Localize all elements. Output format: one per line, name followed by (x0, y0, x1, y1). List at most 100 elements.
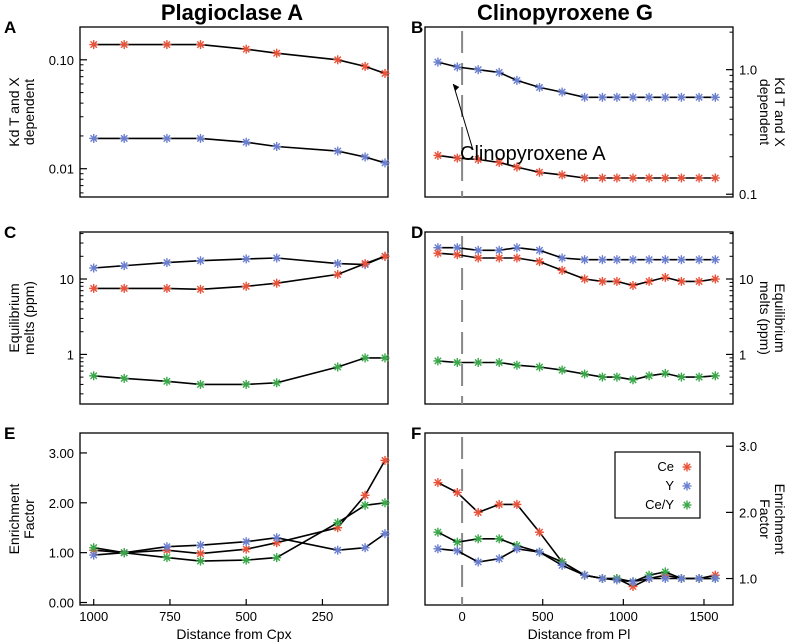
data-point (89, 543, 99, 553)
plot-frame (424, 26, 734, 198)
data-point (710, 371, 720, 381)
data-point (380, 68, 390, 78)
data-point (557, 170, 567, 180)
data-point (473, 245, 483, 255)
series-ce (89, 251, 390, 294)
data-point (660, 255, 670, 265)
data-point (628, 255, 638, 265)
data-point (644, 371, 654, 381)
data-point (89, 550, 99, 560)
series-y (433, 544, 720, 587)
data-point (597, 574, 607, 583)
data-point (272, 48, 282, 58)
data-point (660, 173, 670, 183)
data-point (512, 75, 522, 85)
panel-a: A 0.01 0.10 Kd T and Xdependent (4, 18, 390, 198)
data-point (535, 167, 544, 177)
data-point (710, 274, 720, 284)
data-point (241, 544, 251, 554)
title-left: Plagioclase A (161, 0, 303, 25)
data-point (360, 353, 370, 363)
y-axis-label: EnrichmentFactor (757, 484, 788, 555)
data-point (196, 556, 205, 566)
series-line (437, 154, 716, 179)
y-tick-label: 1.00 (49, 546, 74, 561)
data-point (162, 40, 172, 50)
x-tick-label: 1000 (609, 609, 638, 624)
panel-letter: E (4, 424, 15, 443)
annotation-label: Clinopyroxene A (460, 143, 606, 165)
data-point (535, 82, 544, 92)
series-ce (89, 40, 390, 78)
data-point (557, 560, 567, 570)
data-point (333, 545, 343, 555)
data-point (119, 283, 129, 293)
data-point (694, 255, 704, 265)
x-tick-label: 1000 (79, 609, 108, 624)
data-point (494, 358, 504, 367)
plot-frame (79, 26, 389, 198)
data-point (644, 276, 654, 286)
series-line (437, 360, 716, 381)
data-point (612, 575, 622, 585)
data-point (162, 376, 172, 386)
data-point (360, 490, 370, 500)
data-point (494, 157, 504, 167)
data-point (196, 256, 205, 266)
y-axis-label: Equilibriummelts (ppm) (6, 281, 37, 355)
data-point (612, 173, 622, 183)
data-point (473, 507, 483, 517)
data-point (535, 527, 544, 537)
data-point (119, 548, 129, 558)
x-tick-label: 250 (312, 609, 334, 624)
y-axis-label: Kd T and Xdependent (6, 77, 37, 147)
data-point (473, 358, 483, 367)
data-point (452, 250, 462, 260)
data-point (494, 499, 504, 509)
data-point (557, 253, 567, 263)
data-point (597, 372, 607, 382)
data-point (710, 92, 720, 102)
data-point (580, 255, 590, 265)
data-point (597, 276, 607, 286)
data-point (272, 533, 282, 543)
y-axis-label: EnrichmentFactor (6, 483, 37, 554)
data-point (380, 529, 390, 539)
data-point (433, 544, 443, 554)
data-point (452, 546, 462, 556)
legend-marker (682, 481, 692, 491)
data-point (241, 379, 251, 389)
data-point (241, 281, 251, 291)
data-point (628, 577, 638, 587)
data-point (612, 372, 622, 382)
data-point (380, 498, 390, 508)
data-point (710, 173, 720, 183)
data-point (162, 553, 172, 563)
data-point (333, 518, 343, 528)
data-point (241, 137, 251, 147)
data-point (597, 92, 607, 102)
series-line (437, 61, 716, 99)
data-point (241, 254, 251, 264)
data-point (580, 369, 590, 379)
data-point (557, 265, 567, 275)
data-point (644, 574, 654, 583)
data-point (710, 255, 720, 265)
data-point (628, 375, 638, 385)
data-point (494, 554, 504, 564)
data-point (380, 455, 390, 465)
series-line (437, 246, 716, 261)
data-point (557, 87, 567, 97)
data-point (196, 40, 205, 50)
data-point (452, 62, 462, 72)
series-line (93, 357, 385, 386)
title-right: Clinopyroxene G (477, 0, 653, 25)
data-point (360, 61, 370, 71)
data-point (272, 553, 282, 563)
data-point (628, 92, 638, 102)
data-point (433, 527, 443, 537)
y-axis-label: Kd T and Xdependent (757, 77, 788, 147)
data-point (89, 263, 99, 273)
data-point (241, 555, 251, 565)
data-point (612, 255, 622, 265)
